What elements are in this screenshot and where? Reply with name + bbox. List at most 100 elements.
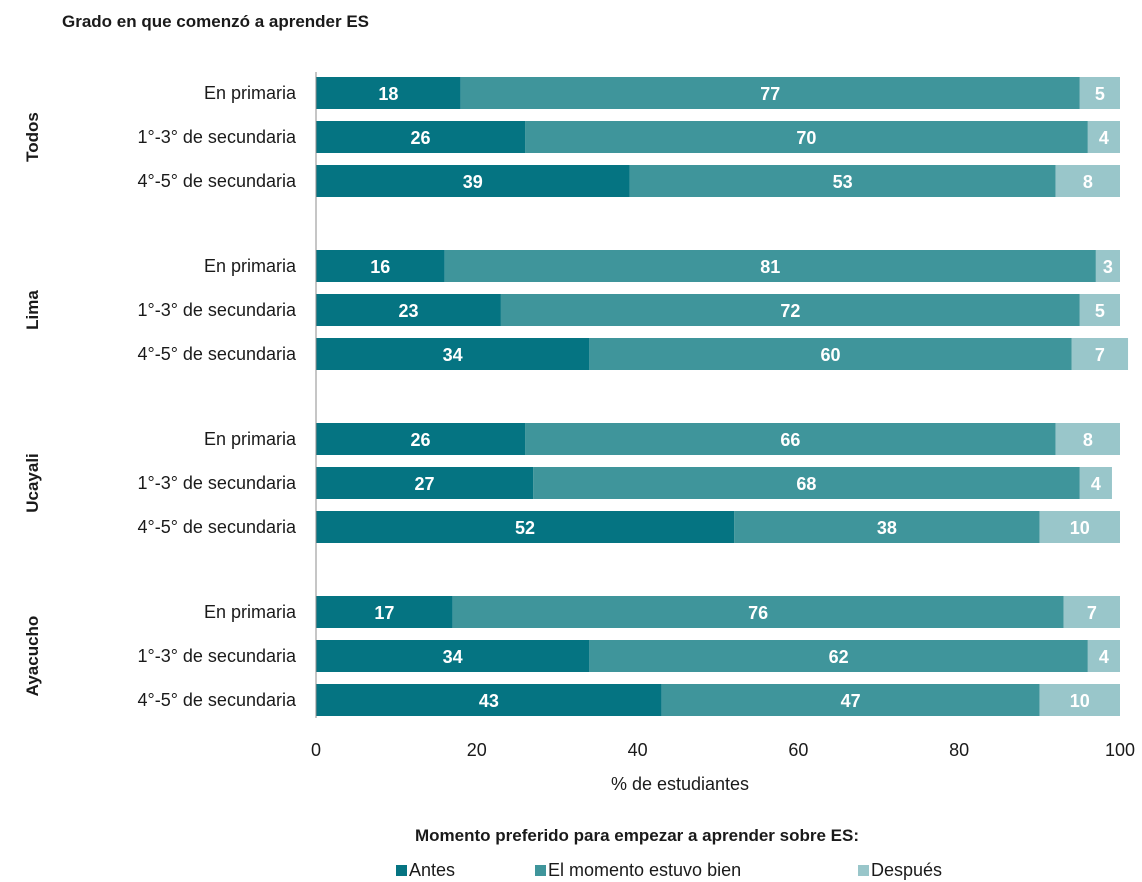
category-label: 4°-5° de secundaria: [138, 690, 297, 710]
data-label: 17: [374, 603, 394, 623]
bar-segment-el-momento-estuvo-bien: [734, 511, 1040, 543]
data-label: 47: [841, 691, 861, 711]
group-label: Todos: [23, 112, 42, 162]
data-label: 3: [1103, 257, 1113, 277]
group-label: Lima: [23, 290, 42, 330]
bar-segment-después: [1079, 294, 1120, 326]
bar-segment-antes: [316, 165, 630, 197]
bar-segment-antes: [316, 121, 526, 153]
data-label: 5: [1095, 301, 1105, 321]
category-label: En primaria: [204, 602, 297, 622]
x-tick-label: 80: [949, 740, 969, 760]
legend-swatch: [858, 865, 869, 876]
legend-title: Momento preferido para empezar a aprende…: [415, 826, 859, 845]
data-label: 4: [1091, 474, 1101, 494]
data-label: 7: [1095, 345, 1105, 365]
bar-segment-el-momento-estuvo-bien: [589, 338, 1072, 370]
bar-segment-el-momento-estuvo-bien: [444, 250, 1096, 282]
data-label: 26: [411, 430, 431, 450]
legend-swatch: [535, 865, 546, 876]
data-label: 68: [796, 474, 816, 494]
data-label: 18: [378, 84, 398, 104]
bar-segment-antes: [316, 250, 445, 282]
data-label: 16: [370, 257, 390, 277]
bar-segment-antes: [316, 684, 662, 716]
category-label: En primaria: [204, 256, 297, 276]
data-label: 62: [829, 647, 849, 667]
data-label: 72: [780, 301, 800, 321]
data-label: 4: [1099, 647, 1109, 667]
data-label: 76: [748, 603, 768, 623]
bar-segment-después: [1071, 338, 1129, 370]
bar-segment-antes: [316, 467, 534, 499]
bar-segment-el-momento-estuvo-bien: [533, 467, 1080, 499]
data-label: 66: [780, 430, 800, 450]
category-label: 1°-3° de secundaria: [138, 646, 297, 666]
bar-segment-antes: [316, 77, 461, 109]
data-label: 81: [760, 257, 780, 277]
x-axis-title: % de estudiantes: [611, 774, 749, 794]
bar-segment-después: [1055, 165, 1120, 197]
bar-segment-antes: [316, 596, 453, 628]
data-label: 38: [877, 518, 897, 538]
category-label: 4°-5° de secundaria: [138, 344, 297, 364]
bar-segment-el-momento-estuvo-bien: [629, 165, 1056, 197]
bar-segment-el-momento-estuvo-bien: [460, 77, 1080, 109]
x-tick-label: 40: [628, 740, 648, 760]
legend-swatch: [396, 865, 407, 876]
category-label: En primaria: [204, 83, 297, 103]
data-label: 52: [515, 518, 535, 538]
category-label: 4°-5° de secundaria: [138, 517, 297, 537]
category-label: 1°-3° de secundaria: [138, 473, 297, 493]
legend-label: Antes: [409, 860, 455, 880]
data-label: 26: [411, 128, 431, 148]
data-label: 10: [1070, 518, 1090, 538]
legend: Antes El momento estuvo bien Después: [396, 860, 942, 880]
category-label: 4°-5° de secundaria: [138, 171, 297, 191]
data-label: 23: [398, 301, 418, 321]
data-label: 7: [1087, 603, 1097, 623]
bar-segment-después: [1079, 77, 1120, 109]
data-label: 77: [760, 84, 780, 104]
bar-segment-después: [1095, 250, 1120, 282]
data-label: 60: [821, 345, 841, 365]
legend-label: Después: [871, 860, 942, 880]
legend-label: El momento estuvo bien: [548, 860, 741, 880]
x-tick-label: 20: [467, 740, 487, 760]
bar-segment-después: [1055, 423, 1120, 455]
bar-segment-el-momento-estuvo-bien: [589, 640, 1088, 672]
data-label: 8: [1083, 430, 1093, 450]
bar-segment-antes: [316, 294, 501, 326]
data-label: 34: [443, 647, 463, 667]
group-label: Ayacucho: [23, 616, 42, 697]
data-label: 5: [1095, 84, 1105, 104]
bar-segment-el-momento-estuvo-bien: [525, 423, 1056, 455]
plot-area: En primaria 18 77 51°-3° de secundaria 26 70 4…: [23, 72, 1135, 760]
bar-segment-el-momento-estuvo-bien: [452, 596, 1064, 628]
chart-title: Grado en que comenzó a aprender ES: [62, 12, 369, 31]
bar-segment-después: [1039, 684, 1120, 716]
data-label: 53: [833, 172, 853, 192]
data-label: 27: [415, 474, 435, 494]
category-label: 1°-3° de secundaria: [138, 127, 297, 147]
bar-segment-el-momento-estuvo-bien: [661, 684, 1040, 716]
data-label: 4: [1099, 128, 1109, 148]
data-label: 8: [1083, 172, 1093, 192]
x-tick-label: 100: [1105, 740, 1135, 760]
data-label: 39: [463, 172, 483, 192]
data-label: 10: [1070, 691, 1090, 711]
data-label: 34: [443, 345, 463, 365]
bar-segment-después: [1039, 511, 1120, 543]
bar-segment-después: [1079, 467, 1112, 499]
bar-segment-después: [1063, 596, 1120, 628]
data-label: 70: [796, 128, 816, 148]
bar-segment-antes: [316, 511, 735, 543]
group-label: Ucayali: [23, 453, 42, 513]
bar-segment-después: [1087, 640, 1120, 672]
bar-segment-el-momento-estuvo-bien: [500, 294, 1080, 326]
data-label: 43: [479, 691, 499, 711]
category-label: En primaria: [204, 429, 297, 449]
bar-segment-el-momento-estuvo-bien: [525, 121, 1088, 153]
bar-segment-después: [1087, 121, 1120, 153]
